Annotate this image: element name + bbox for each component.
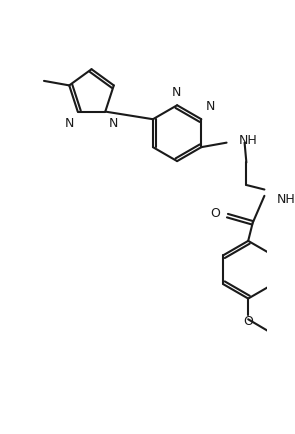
Text: N: N xyxy=(109,117,118,130)
Text: NH: NH xyxy=(277,193,295,206)
Text: N: N xyxy=(206,100,215,113)
Text: O: O xyxy=(210,207,220,220)
Text: N: N xyxy=(171,86,181,99)
Text: N: N xyxy=(65,117,74,130)
Text: O: O xyxy=(243,316,253,329)
Text: NH: NH xyxy=(239,135,258,148)
